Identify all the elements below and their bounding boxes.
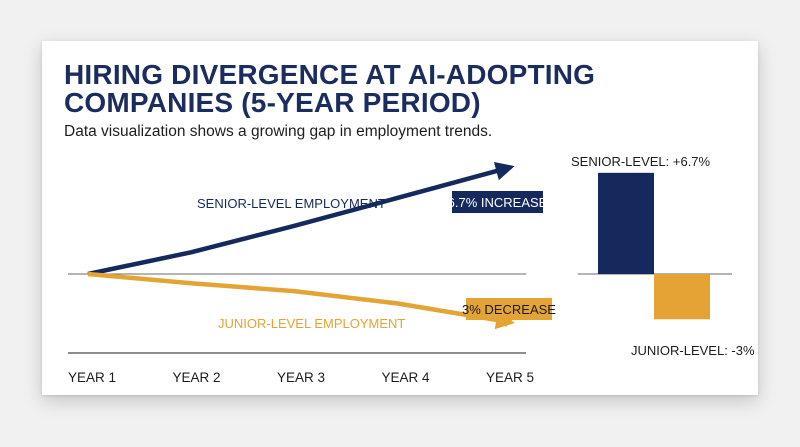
x-tick-label: YEAR 1 <box>68 370 116 385</box>
senior-annotation-text: 6.7% INCREASE <box>448 195 548 210</box>
junior-bar <box>654 274 710 320</box>
junior-annotation-text: 3% DECREASE <box>462 302 556 317</box>
senior-bar-label: SENIOR-LEVEL: +6.7% <box>571 154 711 169</box>
x-tick-label: YEAR 2 <box>173 370 221 385</box>
senior-line <box>87 161 515 277</box>
junior-bar-label: JUNIOR-LEVEL: -3% <box>631 343 755 358</box>
x-tick-label: YEAR 3 <box>277 370 325 385</box>
x-tick-label: YEAR 5 <box>486 370 534 385</box>
senior-bar <box>598 172 654 274</box>
senior-annotation-box <box>452 191 543 213</box>
x-tick-label: YEAR 4 <box>382 370 431 385</box>
senior-series-label: SENIOR-LEVEL EMPLOYMENT <box>197 196 386 211</box>
junior-series-label: JUNIOR-LEVEL EMPLOYMENT <box>218 316 405 331</box>
junior-line <box>87 271 515 330</box>
chart-subtitle: Data visualization shows a growing gap i… <box>64 123 493 140</box>
junior-annotation-box <box>466 298 552 327</box>
chart-title: HIRING DIVERGENCE AT AI-ADOPTING COMPANI… <box>64 59 596 118</box>
